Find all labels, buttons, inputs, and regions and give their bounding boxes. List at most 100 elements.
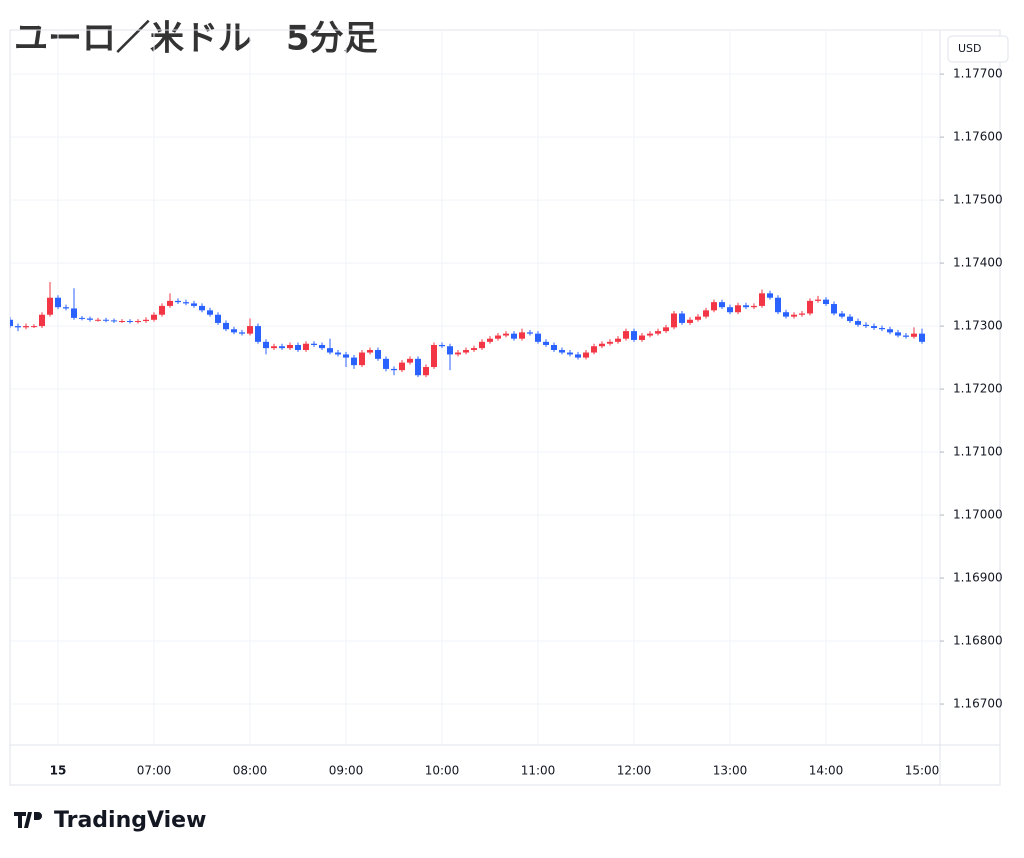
candle-body [583, 352, 589, 358]
candle-body [351, 357, 357, 366]
candle-body [895, 332, 901, 336]
candle-body [887, 329, 893, 333]
candle-body [31, 326, 37, 328]
y-tick-label: 1.17200 [953, 382, 1003, 396]
y-tick-label: 1.16800 [953, 634, 1003, 648]
x-tick-label: 10:00 [425, 764, 460, 778]
currency: USD [958, 42, 982, 55]
candle-body [127, 321, 133, 323]
candle-body [591, 346, 597, 353]
candle-body [55, 297, 61, 308]
candle-body [23, 326, 29, 328]
candle-body [831, 304, 837, 314]
candle-body [71, 308, 77, 318]
candle-body [871, 326, 877, 328]
candle-body [879, 327, 885, 330]
candle-body [439, 344, 445, 347]
candle-body [743, 305, 749, 308]
candles [10, 281, 925, 378]
candle-body [719, 302, 725, 308]
candle-body [575, 354, 581, 358]
candle-body [151, 314, 157, 320]
candle-body [10, 319, 13, 327]
candle-body [103, 319, 109, 321]
candle-body [255, 326, 261, 342]
candle-body [551, 344, 557, 351]
candle-body [119, 321, 125, 323]
candle-body [495, 335, 501, 339]
candle-body [335, 352, 341, 355]
candle-body [559, 350, 565, 353]
candle-body [655, 331, 661, 334]
candle-body [695, 316, 701, 320]
candle-body [663, 327, 669, 332]
brand: TradingView [54, 808, 206, 833]
candle-body [183, 302, 189, 304]
candle-body [519, 332, 525, 339]
candle-body [535, 333, 541, 342]
y-tick-label: 1.17400 [953, 256, 1003, 270]
y-tick-label: 1.17300 [953, 319, 1003, 333]
x-tick-label: 15 [50, 764, 67, 778]
candle-body [39, 314, 45, 327]
title: ユーロ／米ドル 5分足 [14, 19, 378, 59]
candle-body [223, 322, 229, 330]
x-tick-label: 13:00 [713, 764, 748, 778]
candle-body [111, 320, 117, 322]
y-tick-label: 1.17000 [953, 508, 1003, 522]
candle-body [791, 314, 797, 317]
candle-body [175, 300, 181, 303]
candle-body [911, 333, 917, 337]
candle-body [215, 314, 221, 323]
candle-body [447, 346, 453, 355]
candle-body [95, 319, 101, 321]
y-tick-label: 1.16700 [953, 697, 1003, 711]
candle-body [407, 358, 413, 363]
candle-body [303, 343, 309, 351]
candle-body [143, 319, 149, 322]
y-tick-label: 1.17700 [953, 67, 1003, 81]
candle-body [15, 326, 21, 328]
candle-body [623, 331, 629, 339]
candle-body [775, 297, 781, 313]
candle-body [823, 299, 829, 305]
candle-body [503, 333, 509, 336]
x-tick-label: 15:00 [905, 764, 940, 778]
candle-body [815, 299, 821, 301]
candle-body [287, 344, 293, 349]
candle-body [263, 341, 269, 349]
candle-body [855, 321, 861, 325]
candle-body [87, 318, 93, 320]
logo-icon [14, 812, 42, 828]
grid [10, 30, 944, 745]
y-tick-label: 1.17600 [953, 130, 1003, 144]
candle-body [295, 344, 301, 351]
candle-body [711, 302, 717, 311]
candle-body [239, 332, 245, 334]
currency-box[interactable] [947, 35, 1009, 63]
candle-body [727, 307, 733, 313]
candle-body [735, 305, 741, 313]
x-tick-label: 08:00 [233, 764, 268, 778]
candle-body [783, 312, 789, 317]
candle-body [311, 343, 317, 345]
candle-body [63, 307, 69, 309]
candle-body [919, 333, 925, 342]
candle-body [687, 319, 693, 323]
candle-body [399, 362, 405, 371]
candle-body [343, 354, 349, 358]
candle-body [319, 344, 325, 349]
candle-body [271, 346, 277, 349]
candle-body [471, 348, 477, 351]
candle-body [679, 313, 685, 323]
x-tick-label: 07:00 [137, 764, 172, 778]
candle-body [463, 350, 469, 353]
x-tick-label: 14:00 [809, 764, 844, 778]
candle-body [759, 293, 765, 306]
candle-body [799, 313, 805, 315]
candle-body [367, 350, 373, 353]
candle-body [863, 324, 869, 327]
logo: TradingView [14, 808, 206, 833]
